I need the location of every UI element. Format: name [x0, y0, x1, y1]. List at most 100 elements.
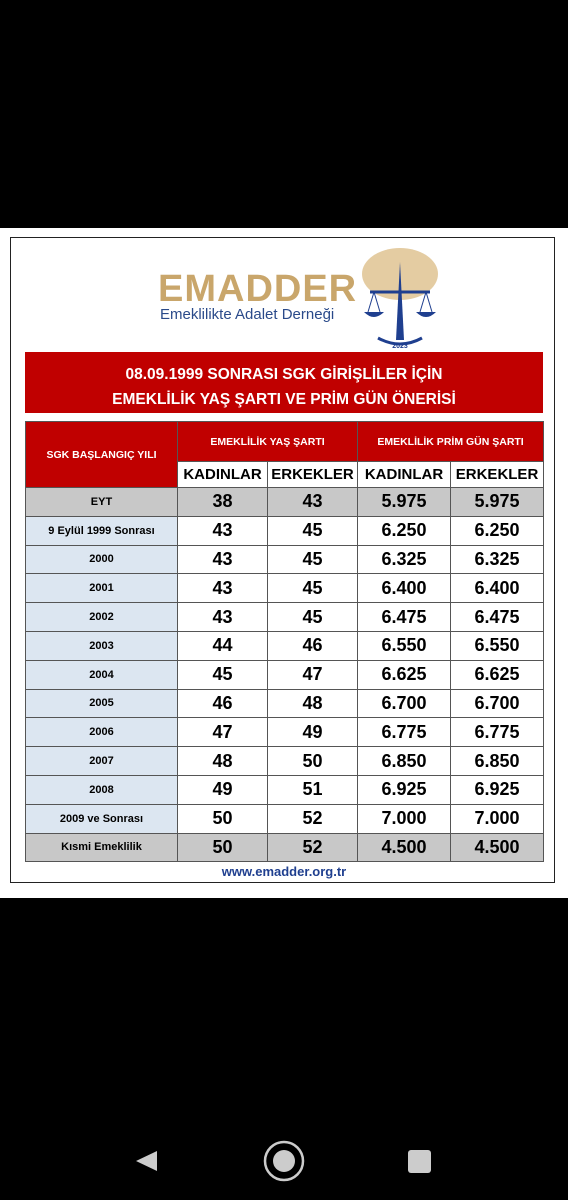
value-cell: 38	[177, 487, 268, 517]
subheader-cell: ERKEKLER	[450, 461, 545, 488]
table-row: 2007 48 50 6.850 6.850	[25, 746, 545, 776]
table-row: 2004 45 47 6.625 6.625	[25, 659, 545, 690]
value-cell: 6.925	[450, 774, 545, 805]
value-cell: 5.975	[450, 487, 545, 517]
table-row: Kısmi Emeklilik 50 52 4.500 4.500	[25, 832, 545, 863]
value-cell: 46	[266, 630, 359, 661]
value-cell: 5.975	[357, 487, 452, 517]
value-cell: 6.550	[450, 630, 545, 661]
value-cell: 43	[177, 544, 268, 575]
row-label: 2006	[25, 717, 178, 748]
value-cell: 51	[266, 774, 359, 805]
value-cell: 52	[266, 832, 359, 863]
table-row: 9 Eylül 1999 Sonrası 43 45 6.250 6.250	[25, 515, 545, 546]
value-cell: 6.775	[357, 717, 452, 748]
home-dot	[273, 1150, 295, 1172]
title-banner: 08.09.1999 SONRASI SGK GİRİŞLİLER İÇİN E…	[25, 352, 543, 413]
value-cell: 4.500	[357, 832, 452, 863]
logo-tree: 2023	[362, 248, 438, 350]
row-label: 2003	[25, 630, 178, 661]
row-label: Kısmi Emeklilik	[25, 832, 178, 863]
value-cell: 7.000	[357, 803, 452, 834]
value-cell: 43	[177, 602, 268, 632]
table-row: 2009 ve Sonrası 50 52 7.000 7.000	[25, 803, 545, 834]
value-cell: 6.850	[357, 746, 452, 776]
value-cell: 44	[177, 630, 268, 661]
value-cell: 47	[266, 659, 359, 690]
table-row: 2002 43 45 6.475 6.475	[25, 602, 545, 632]
value-cell: 6.325	[357, 544, 452, 575]
subheader-cell: KADINLAR	[177, 461, 268, 488]
value-cell: 45	[266, 544, 359, 575]
table-row: 2000 43 45 6.325 6.325	[25, 544, 545, 575]
value-cell: 6.775	[450, 717, 545, 748]
value-cell: 45	[266, 602, 359, 632]
value-cell: 6.550	[357, 630, 452, 661]
pension-table: SGK BAŞLANGIÇ YILI EMEKLİLİK YAŞ ŞARTI E…	[25, 421, 545, 863]
value-cell: 43	[177, 515, 268, 546]
value-cell: 6.700	[450, 688, 545, 719]
value-cell: 49	[266, 717, 359, 748]
table-row: 2008 49 51 6.925 6.925	[25, 774, 545, 805]
value-cell: 48	[177, 746, 268, 776]
value-cell: 47	[177, 717, 268, 748]
value-cell: 45	[266, 515, 359, 546]
value-cell: 6.625	[357, 659, 452, 690]
row-label: 2001	[25, 573, 178, 604]
value-cell: 6.250	[450, 515, 545, 546]
banner-line: EMEKLİLİK YAŞ ŞARTI VE PRİM GÜN ÖNERİSİ	[112, 391, 456, 408]
value-cell: 6.250	[357, 515, 452, 546]
value-cell: 7.000	[450, 803, 545, 834]
value-cell: 4.500	[450, 832, 545, 863]
row-label: 2007	[25, 746, 178, 776]
table-row: EYT 38 43 5.975 5.975	[25, 487, 545, 517]
table-row: 2003 44 46 6.550 6.550	[25, 630, 545, 661]
frame	[10, 237, 555, 883]
value-cell: 43	[266, 487, 359, 517]
subheader-cell: ERKEKLER	[266, 461, 359, 488]
header-cell: EMEKLİLİK PRİM GÜN ŞARTI	[357, 421, 545, 462]
row-label: 2009 ve Sonrası	[25, 803, 178, 834]
value-cell: 6.700	[357, 688, 452, 719]
home-button[interactable]	[263, 1140, 305, 1182]
value-cell: 6.400	[450, 573, 545, 604]
logo-subtitle: Emeklilikte Adalet Derneği	[160, 306, 335, 323]
value-cell: 6.925	[357, 774, 452, 805]
value-cell: 52	[266, 803, 359, 834]
value-cell: 50	[266, 746, 359, 776]
value-cell: 6.850	[450, 746, 545, 776]
recents-button[interactable]	[408, 1150, 431, 1173]
value-cell: 6.625	[450, 659, 545, 690]
website: www.emadder.org.tr	[221, 864, 347, 879]
table-row: 2005 46 48 6.700 6.700	[25, 688, 545, 719]
value-cell: 50	[177, 832, 268, 863]
subheader-cell: KADINLAR	[357, 461, 452, 488]
banner-line: 08.09.1999 SONRASI SGK GİRİŞLİLER İÇİN	[125, 366, 443, 383]
row-label: EYT	[25, 487, 178, 517]
table-row: 2006 47 49 6.775 6.775	[25, 717, 545, 748]
value-cell: 46	[177, 688, 268, 719]
value-cell: 6.325	[450, 544, 545, 575]
value-cell: 6.400	[357, 573, 452, 604]
image-card: EMADDER Emeklilikte Adalet Derneği 2023 …	[0, 228, 568, 898]
value-cell: 45	[177, 659, 268, 690]
nav-bar	[136, 1140, 431, 1182]
back-button[interactable]	[136, 1151, 157, 1171]
value-cell: 48	[266, 688, 359, 719]
value-cell: 6.475	[357, 602, 452, 632]
header-cell: SGK BAŞLANGIÇ YILI	[25, 421, 178, 488]
value-cell: 43	[177, 573, 268, 604]
value-cell: 6.475	[450, 602, 545, 632]
header-cell: EMEKLİLİK YAŞ ŞARTI	[176, 421, 359, 462]
row-label: 9 Eylül 1999 Sonrası	[25, 515, 178, 546]
logo-title: EMADDER	[158, 268, 358, 310]
logo-year: 2023	[392, 343, 408, 350]
row-label: 2005	[25, 688, 178, 719]
value-cell: 49	[177, 774, 268, 805]
table-row: 2001 43 45 6.400 6.400	[25, 573, 545, 604]
value-cell: 45	[266, 573, 359, 604]
value-cell: 50	[177, 803, 268, 834]
row-label: 2002	[25, 602, 178, 632]
row-label: 2000	[25, 544, 178, 575]
